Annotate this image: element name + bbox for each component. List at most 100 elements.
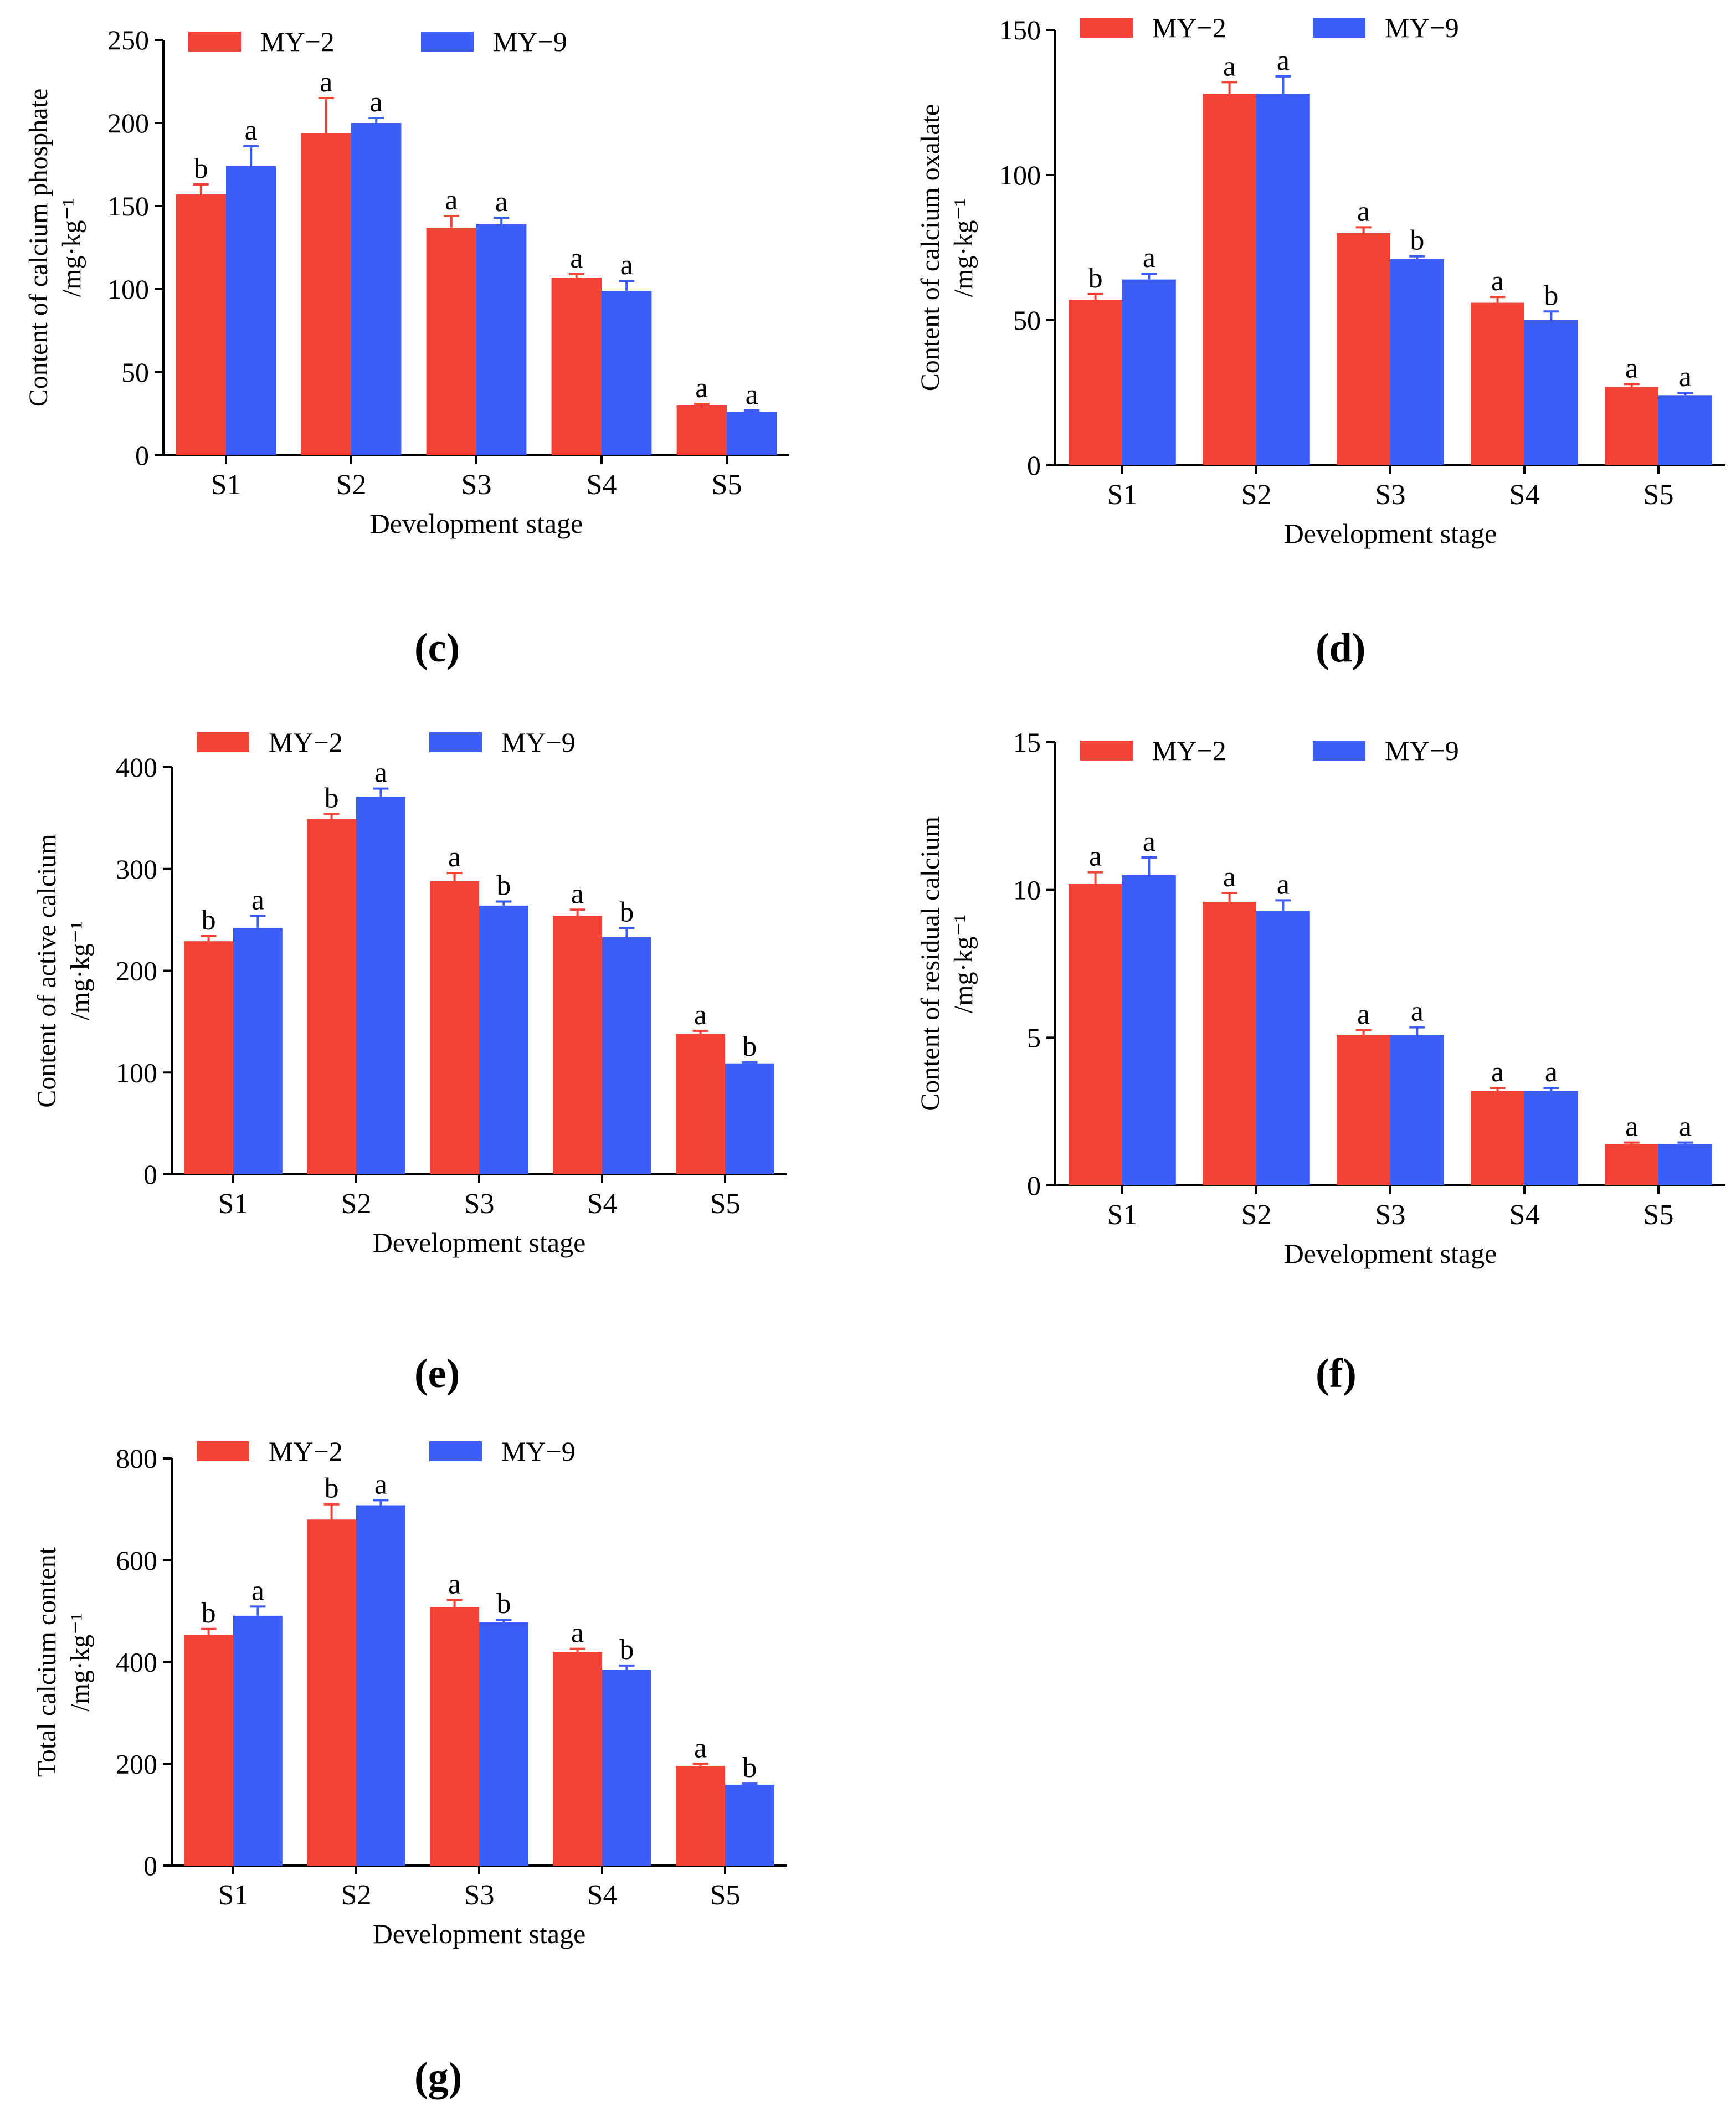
x-tick-label-c: S2	[336, 469, 367, 501]
sig-letter-e: a	[571, 878, 584, 910]
y-axis-unit-f: /mg·kg⁻¹	[949, 915, 978, 1013]
bar-e-MY-9-S1	[233, 928, 283, 1174]
y-tick-label-d: 50	[1013, 305, 1041, 336]
sig-letter-g: a	[448, 1568, 461, 1600]
sig-letter-f: a	[1411, 996, 1424, 1028]
x-tick-label-e: S3	[464, 1188, 495, 1220]
legend-swatch-g-MY-2	[197, 1441, 249, 1461]
sig-letter-d: a	[1625, 352, 1638, 384]
x-tick-label-d: S2	[1241, 479, 1272, 511]
bar-c-MY-9-S2	[351, 123, 402, 455]
bar-d-MY-9-S5	[1658, 395, 1712, 465]
bar-c-MY-2-S1	[176, 194, 226, 455]
bar-e-MY-2-S1	[184, 941, 233, 1174]
panel-label-c: (c)	[414, 625, 460, 671]
sig-letter-d: a	[1143, 242, 1155, 274]
sig-letter-f: a	[1223, 861, 1236, 893]
y-tick-label-e: 400	[116, 752, 157, 783]
y-tick-label-g: 800	[116, 1443, 157, 1474]
y-tick-label-f: 5	[1027, 1022, 1041, 1053]
y-tick-label-c: 200	[107, 107, 149, 138]
panel-label-e: (e)	[414, 1351, 460, 1396]
legend-label-c-MY-9: MY−9	[493, 26, 567, 57]
bar-f-MY-9-S3	[1390, 1035, 1444, 1185]
sig-letter-f: a	[1625, 1111, 1638, 1143]
bar-d-MY-9-S3	[1390, 259, 1444, 465]
y-tick-label-c: 250	[107, 24, 149, 55]
x-tick-label-f: S2	[1241, 1199, 1272, 1231]
sig-letter-e: a	[251, 884, 264, 916]
legend-swatch-e-MY-2	[197, 732, 249, 752]
legend-label-e-MY-2: MY−2	[269, 727, 343, 758]
legend-swatch-c-MY-2	[188, 32, 241, 52]
panel-label-d: (d)	[1316, 625, 1366, 671]
y-tick-label-f: 10	[1013, 875, 1041, 906]
sig-letter-c: a	[245, 115, 258, 146]
y-tick-label-e: 300	[116, 854, 157, 885]
y-tick-label-d: 100	[999, 160, 1041, 191]
sig-letter-g: a	[374, 1468, 387, 1500]
y-tick-label-f: 0	[1027, 1170, 1041, 1201]
x-tick-label-g: S2	[341, 1879, 372, 1911]
y-tick-label-g: 600	[116, 1545, 157, 1576]
x-tick-label-e: S4	[587, 1188, 618, 1220]
sig-letter-g: a	[251, 1575, 264, 1606]
bar-e-MY-2-S2	[307, 819, 356, 1174]
y-tick-label-c: 100	[107, 274, 149, 305]
sig-letter-c: a	[370, 86, 383, 118]
legend-swatch-f-MY-2	[1080, 741, 1133, 761]
y-axis-title-g: Total calcium content	[32, 1547, 61, 1777]
x-tick-label-g: S1	[218, 1879, 249, 1911]
x-tick-label-e: S2	[341, 1188, 372, 1220]
sig-letter-g: b	[496, 1588, 511, 1620]
x-tick-label-c: S1	[211, 469, 242, 501]
bar-c-MY-2-S2	[301, 133, 351, 455]
sig-letter-c: a	[570, 243, 583, 274]
y-tick-label-c: 150	[107, 191, 149, 222]
legend-label-d-MY-2: MY−2	[1152, 12, 1226, 43]
y-tick-label-c: 50	[121, 357, 149, 388]
legend-swatch-f-MY-9	[1313, 741, 1365, 761]
y-axis-unit-c: /mg·kg⁻¹	[57, 198, 86, 297]
bar-g-MY-9-S4	[602, 1670, 651, 1866]
y-tick-label-e: 0	[143, 1159, 157, 1190]
bar-d-MY-9-S2	[1256, 94, 1310, 465]
x-tick-label-d: S1	[1107, 479, 1138, 511]
bar-g-MY-9-S5	[725, 1784, 774, 1866]
panel-label-f: (f)	[1316, 1351, 1357, 1396]
legend-label-c-MY-2: MY−2	[260, 26, 335, 57]
sig-letter-e: a	[374, 757, 387, 789]
sig-letter-g: a	[571, 1617, 584, 1649]
legend-label-d-MY-9: MY−9	[1385, 12, 1459, 43]
sig-letter-c: a	[695, 372, 708, 404]
sig-letter-e: b	[619, 896, 634, 928]
sig-letter-f: a	[1277, 869, 1290, 900]
x-axis-title-d: Development stage	[1284, 518, 1497, 549]
y-tick-label-g: 400	[116, 1647, 157, 1678]
bar-g-MY-9-S2	[356, 1505, 405, 1866]
bar-e-MY-2-S3	[430, 881, 479, 1174]
bar-f-MY-9-S4	[1524, 1091, 1578, 1185]
bar-c-MY-9-S5	[727, 412, 777, 455]
sig-letter-c: a	[620, 249, 633, 281]
y-axis-title-c: Content of calcium phosphate	[24, 89, 53, 407]
x-tick-label-g: S5	[710, 1879, 741, 1911]
bar-f-MY-2-S2	[1203, 902, 1256, 1185]
bar-f-MY-2-S5	[1605, 1144, 1658, 1185]
x-axis-title-c: Development stage	[370, 508, 583, 539]
sig-letter-d: a	[1223, 50, 1236, 82]
y-tick-label-e: 100	[116, 1057, 157, 1088]
y-tick-label-g: 200	[116, 1748, 157, 1779]
y-axis-unit-d: /mg·kg⁻¹	[949, 198, 978, 297]
bar-f-MY-2-S3	[1337, 1035, 1390, 1185]
sig-letter-f: a	[1679, 1111, 1692, 1143]
x-tick-label-c: S4	[587, 469, 617, 501]
x-tick-label-d: S3	[1375, 479, 1406, 511]
sig-letter-f: a	[1089, 841, 1102, 872]
bar-g-MY-9-S3	[479, 1622, 528, 1866]
bar-g-MY-2-S4	[553, 1652, 602, 1866]
legend-label-e-MY-9: MY−9	[501, 727, 576, 758]
x-tick-label-d: S5	[1643, 479, 1674, 511]
bar-d-MY-9-S4	[1524, 320, 1578, 465]
y-axis-title-d: Content of calcium oxalate	[916, 104, 945, 391]
